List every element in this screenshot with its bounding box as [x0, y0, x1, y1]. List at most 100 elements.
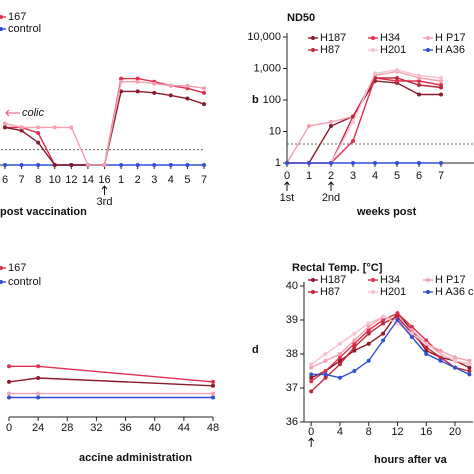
- point: [417, 79, 421, 84]
- series-line: [310, 315, 470, 369]
- point: [381, 318, 386, 322]
- point: [395, 314, 400, 319]
- x-tick-label: 3: [350, 170, 356, 182]
- point: [152, 81, 157, 86]
- point: [439, 75, 443, 80]
- x-tick-label: 10: [49, 174, 61, 186]
- point: [424, 341, 429, 346]
- point: [424, 352, 429, 356]
- x-tick-label: 28: [61, 422, 73, 434]
- point: [366, 358, 371, 363]
- x-tick-label: 14: [82, 174, 94, 186]
- point: [309, 365, 314, 370]
- point: [381, 331, 386, 336]
- x-tick-label: 6: [416, 170, 422, 182]
- point: [323, 372, 328, 377]
- legend-marker: [371, 290, 375, 294]
- point: [19, 163, 24, 167]
- y-tick-label: 100: [263, 94, 281, 106]
- point: [7, 379, 11, 384]
- point: [352, 348, 357, 353]
- legend-marker: [371, 36, 375, 40]
- point: [417, 73, 421, 78]
- point: [351, 161, 355, 165]
- point: [467, 362, 472, 367]
- x-tick-label: 1: [118, 174, 124, 186]
- point: [439, 79, 443, 84]
- point: [202, 163, 206, 167]
- point: [168, 83, 173, 88]
- point: [409, 331, 414, 336]
- series-line: [310, 315, 470, 392]
- point: [424, 338, 429, 343]
- point: [36, 376, 41, 380]
- legend-label: H87: [320, 286, 340, 298]
- x-axis-label: post vaccination: [0, 206, 87, 218]
- point: [366, 321, 371, 326]
- point: [285, 161, 289, 165]
- panel-label: d: [252, 344, 259, 356]
- point: [19, 128, 24, 133]
- point: [409, 328, 414, 333]
- point: [211, 379, 215, 384]
- series-line: [5, 77, 205, 166]
- legend-label: control: [8, 276, 41, 288]
- point: [337, 362, 342, 367]
- point: [467, 365, 472, 370]
- point: [152, 163, 157, 167]
- legend-label: H87: [320, 44, 340, 56]
- arrow-label: 2nd: [322, 192, 340, 204]
- point: [352, 369, 357, 373]
- legend-marker: [0, 280, 3, 284]
- point: [202, 86, 206, 91]
- legend-label: H201: [380, 44, 406, 56]
- point: [337, 375, 342, 380]
- x-tick-label: 4: [168, 174, 174, 186]
- annotation: colic: [22, 107, 45, 119]
- legend-marker: [426, 36, 430, 40]
- point: [309, 362, 314, 367]
- point: [102, 163, 107, 167]
- y-tick-label: 10: [269, 125, 281, 137]
- point: [119, 76, 124, 81]
- legend-label: H187: [320, 32, 346, 44]
- point: [395, 67, 399, 72]
- x-tick-label: 20: [449, 426, 461, 438]
- point: [395, 318, 400, 322]
- legend-label: H34: [380, 274, 400, 286]
- legend-label: 167: [8, 11, 26, 23]
- point: [323, 369, 328, 373]
- point: [307, 161, 311, 165]
- arrow-label: 1st: [280, 192, 295, 204]
- point: [36, 391, 41, 396]
- point: [323, 375, 328, 380]
- x-tick-label: 8: [366, 426, 372, 438]
- point: [417, 161, 421, 165]
- series-line: [287, 77, 442, 164]
- point: [352, 338, 357, 343]
- point: [467, 358, 472, 363]
- point: [323, 352, 328, 356]
- point: [352, 345, 357, 350]
- y-tick-label: 36: [286, 416, 298, 428]
- point: [373, 161, 377, 165]
- y-tick-label: 39: [286, 314, 298, 326]
- point: [309, 389, 314, 394]
- series-line: [310, 315, 470, 365]
- point: [323, 358, 328, 363]
- point: [185, 163, 190, 167]
- legend-marker: [426, 48, 430, 52]
- x-tick-label: 2: [135, 174, 141, 186]
- point: [453, 358, 458, 363]
- point: [7, 395, 11, 400]
- x-tick-label: 24: [32, 422, 44, 434]
- point: [417, 82, 421, 87]
- y-axis-label: ND50: [287, 12, 315, 24]
- point: [309, 375, 314, 380]
- point: [337, 355, 342, 360]
- point: [351, 114, 355, 119]
- x-tick-label: 7: [438, 170, 444, 182]
- point: [453, 355, 458, 360]
- point: [438, 355, 443, 360]
